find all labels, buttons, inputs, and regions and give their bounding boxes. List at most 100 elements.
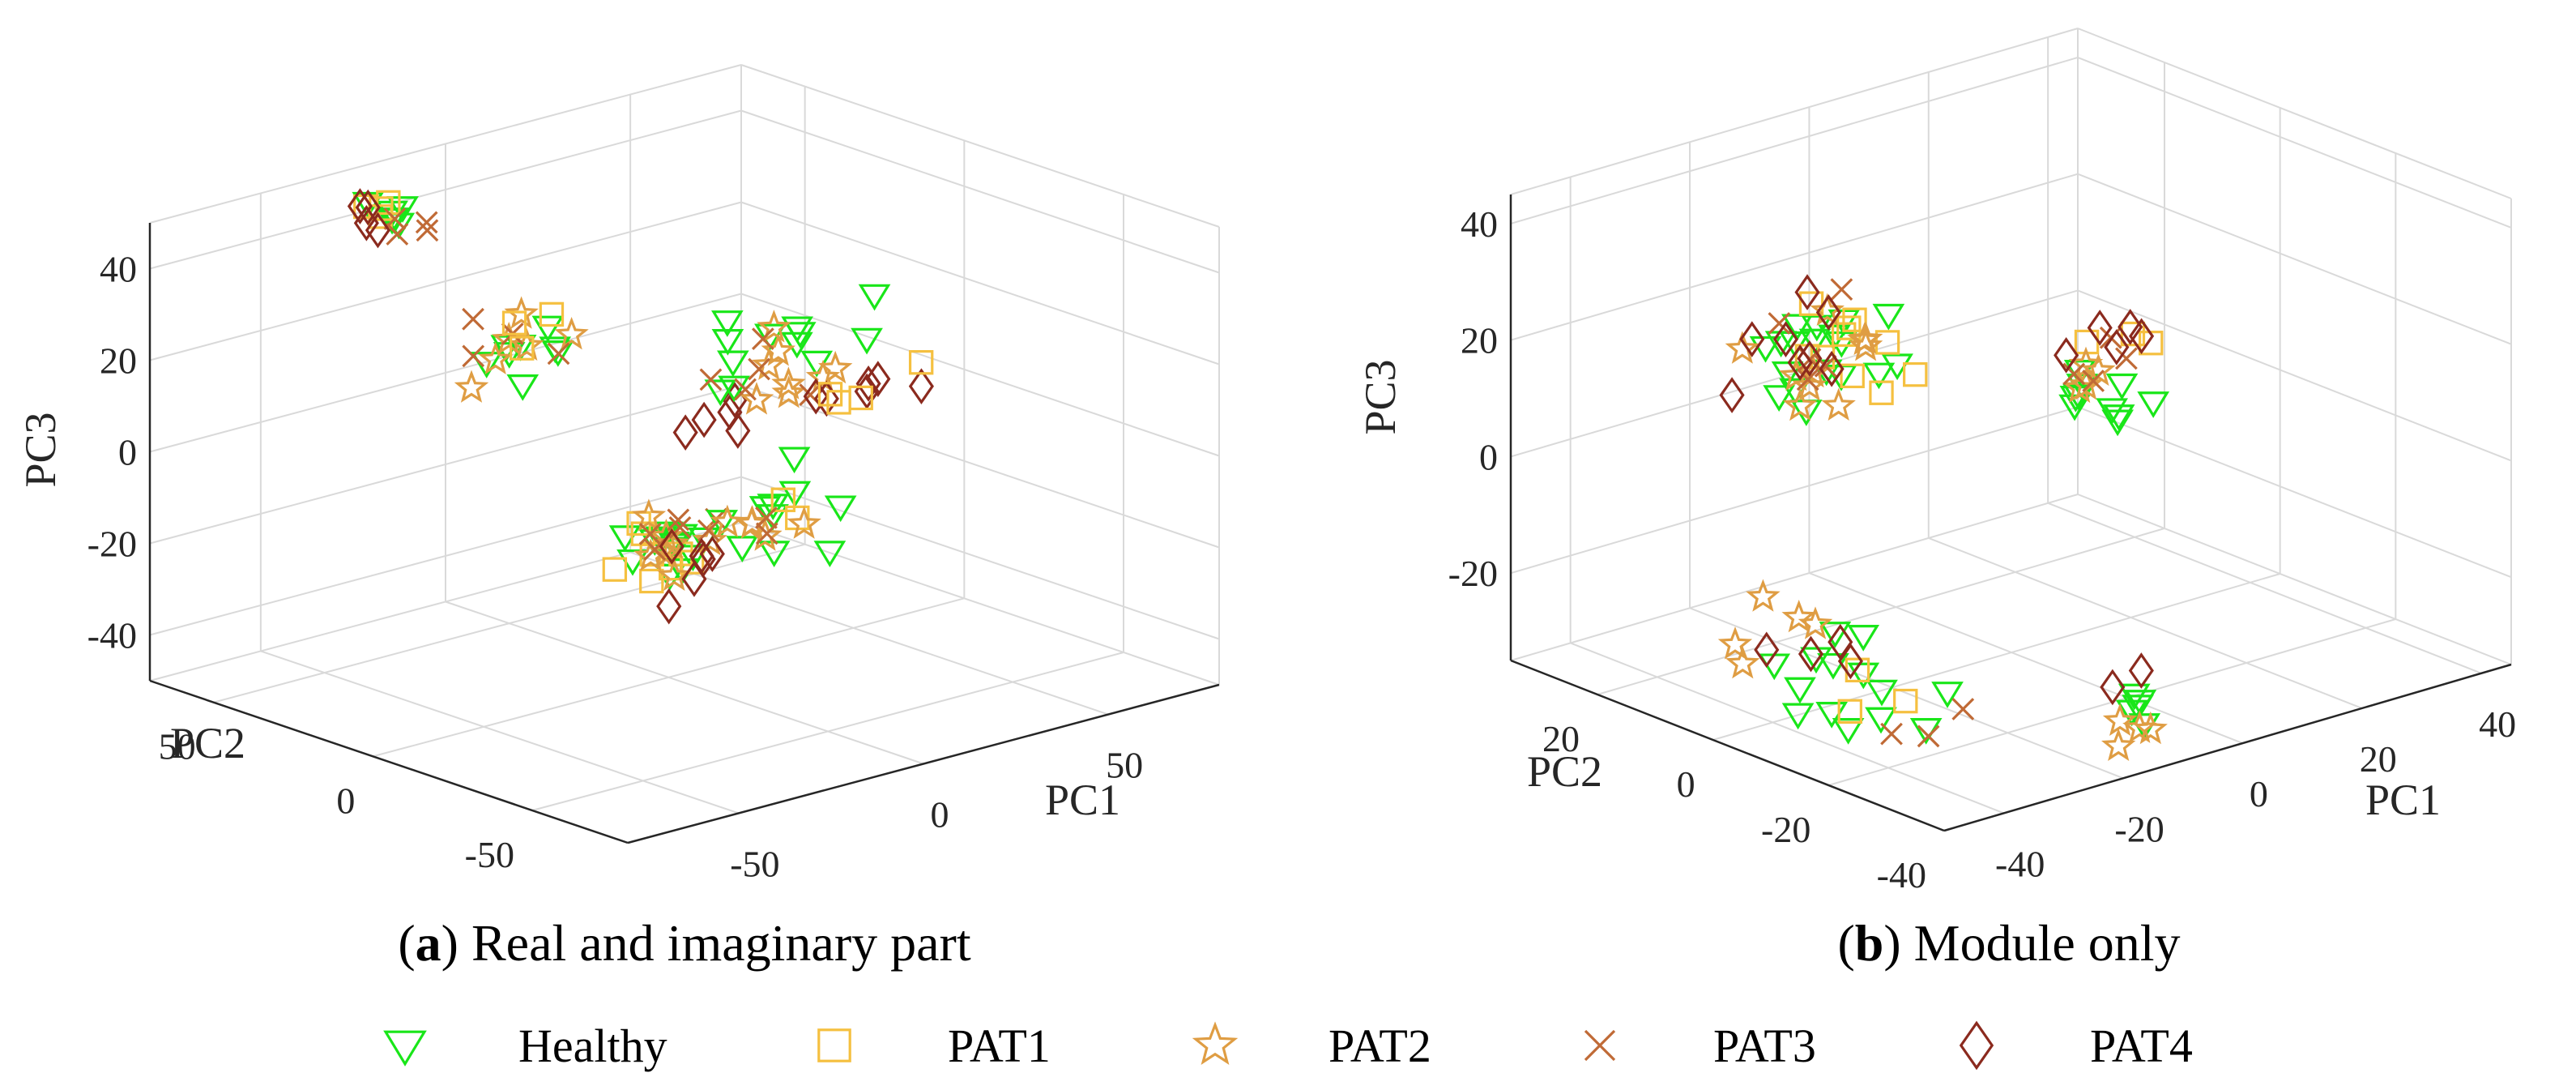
data-point-pat1 (817, 382, 843, 407)
back-wall-grid-z (149, 384, 742, 545)
data-point-pat4 (1719, 377, 1745, 413)
data-point-pat4 (1815, 294, 1841, 331)
data-point-pat3 (643, 538, 667, 561)
data-point-healthy (531, 315, 565, 343)
floor-grid-x (1809, 572, 2243, 745)
back-wall-grid-z (1510, 406, 2079, 575)
data-point-pat3 (748, 357, 770, 381)
grid-layer-b (1510, 28, 2512, 831)
data-point-pat1 (1840, 363, 1865, 389)
legend-item-pat2: PAT2 (1192, 1019, 1431, 1072)
legend: Healthy PAT1 PAT2 PAT3 PAT4 (383, 1019, 2193, 1072)
data-point-pat2 (657, 558, 692, 592)
tick-layer-b: -40 -20 0 20 40 -40 -20 0 20 -20 0 20 40 (1448, 203, 2516, 896)
y-tick-label: 0 (336, 780, 355, 821)
data-point-pat3 (638, 523, 662, 545)
x-tick-label: -50 (730, 843, 779, 884)
data-point-pat4 (699, 536, 725, 572)
data-point-pat2 (787, 506, 821, 539)
box-edge (740, 522, 1220, 686)
data-point-pat4 (353, 204, 379, 242)
y-tick-label: -40 (1877, 854, 1926, 896)
data-point-pat3 (2062, 362, 2086, 386)
data-point-healthy (1817, 652, 1849, 680)
data-point-healthy (1819, 622, 1852, 648)
data-point-healthy (1781, 314, 1814, 341)
data-point-pat4 (1794, 274, 1820, 310)
floor-grid-x (1928, 537, 2363, 709)
axis-layer-a (148, 223, 1220, 844)
data-point-pat2 (554, 316, 589, 350)
tick-layer-a: -50 0 50 -50 0 50 -40 -20 0 20 40 (87, 249, 1143, 885)
data-point-healthy (1931, 682, 1964, 708)
z-tick-label: 20 (1461, 320, 1498, 361)
x-tick-label: 20 (2360, 738, 2397, 780)
back-wall-grid-z (149, 201, 742, 361)
legend-marker-healthy (383, 1030, 427, 1066)
data-point-pat2 (1848, 328, 1883, 361)
data-point-pat2 (504, 296, 539, 329)
data-point-pat2 (739, 382, 774, 415)
data-point-healthy (858, 284, 891, 311)
z-tick-label: -20 (1448, 553, 1498, 594)
data-point-pat1 (1842, 307, 1867, 332)
data-point-pat4 (2087, 310, 2113, 346)
z-tick-label: -20 (87, 524, 137, 565)
data-point-pat4 (2118, 309, 2143, 345)
y-tick-label: 50 (159, 726, 196, 767)
data-point-pat3 (415, 211, 438, 234)
data-point-pat3 (1880, 722, 1903, 746)
data-point-healthy (726, 536, 759, 562)
data-point-pat4 (1837, 643, 1863, 680)
data-point-pat3 (386, 223, 409, 246)
y-tick-label: 0 (1677, 763, 1695, 805)
data-point-pat3 (734, 378, 757, 401)
side-wall-grid-z (740, 293, 1220, 457)
y-tick-label: -50 (465, 834, 514, 875)
data-point-pat2 (2068, 367, 2104, 400)
data-point-pat3 (2082, 370, 2105, 392)
data-point-pat1 (510, 336, 535, 361)
data-point-pat4 (1787, 344, 1813, 381)
floor-grid-x (1689, 607, 2124, 780)
side-wall-grid-z (2077, 57, 2512, 229)
data-point-pat4 (803, 378, 829, 415)
legend-label-pat4: PAT4 (2090, 1019, 2193, 1072)
caption-b: (b) Module only (1837, 914, 2180, 972)
floor-grid-x (445, 601, 924, 765)
floor-grid-y (373, 597, 965, 758)
x-axis-line (627, 683, 1220, 844)
grid-layer-a (149, 64, 1220, 814)
data-point-pat3 (547, 342, 570, 365)
data-point-pat2 (1746, 579, 1781, 612)
data-point-pat2 (751, 347, 787, 380)
point-layer-a (347, 188, 934, 625)
data-point-pat3 (1917, 725, 1940, 748)
box-edge (2077, 494, 2512, 665)
data-point-pat4 (1798, 635, 1824, 673)
data-point-healthy (1847, 624, 1880, 652)
data-point-pat2 (1810, 293, 1845, 326)
y-axis-label-b: PC2 (1527, 747, 1602, 796)
back-wall-grid-z (149, 476, 742, 636)
data-point-pat3 (2115, 347, 2138, 370)
data-point-healthy (1832, 718, 1865, 745)
data-point-healthy (717, 350, 749, 378)
data-point-healthy (1847, 662, 1880, 690)
data-point-pat3 (699, 368, 723, 391)
data-point-healthy (2058, 394, 2091, 421)
data-point-pat2 (817, 350, 853, 384)
floor-grid-x (1570, 642, 2005, 814)
data-point-pat2 (1798, 606, 1833, 639)
data-point-pat3 (462, 344, 485, 368)
data-point-pat1 (770, 487, 796, 512)
data-point-pat4 (681, 561, 707, 597)
data-point-healthy (778, 447, 811, 474)
data-point-healthy (1798, 328, 1832, 356)
data-point-pat2 (1792, 368, 1827, 401)
data-point-healthy (1800, 647, 1832, 674)
data-point-pat4 (2104, 329, 2130, 365)
x-tick-label: 0 (2250, 773, 2268, 814)
data-point-healthy (780, 331, 813, 359)
data-point-pat1 (539, 301, 565, 327)
